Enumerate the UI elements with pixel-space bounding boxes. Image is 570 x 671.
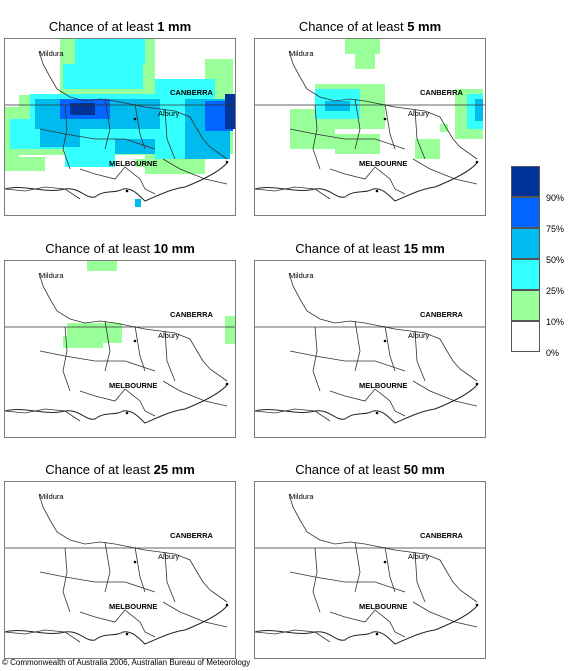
place-mildura: Mildura — [289, 49, 314, 58]
boundaries — [5, 50, 235, 200]
precip-cells — [63, 261, 235, 348]
map-frame: Mildura CANBERRA Albury MELBOURNE — [4, 38, 236, 216]
legend-swatch — [511, 197, 540, 228]
map-frame: Mildura CANBERRA Albury MELBOURNE — [4, 260, 236, 438]
place-albury: Albury — [408, 552, 430, 561]
map-frame: Mildura CANBERRA Albury MELBOURNE — [254, 38, 486, 216]
place-markers: Mildura CANBERRA Albury MELBOURNE — [39, 271, 229, 415]
legend-swatch — [511, 321, 540, 352]
place-melbourne: MELBOURNE — [109, 602, 157, 611]
place-canberra: CANBERRA — [170, 310, 214, 319]
boundaries — [5, 493, 235, 643]
precip-cells — [290, 39, 483, 159]
legend-swatch — [511, 166, 540, 197]
place-mildura: Mildura — [39, 492, 64, 501]
place-markers: Mildura CANBERRA Albury MELBOURNE — [289, 492, 479, 636]
map-frame: Mildura CANBERRA Albury MELBOURNE — [4, 481, 236, 659]
panel-title: Chance of at least 25 mm — [45, 462, 195, 477]
place-albury: Albury — [408, 109, 430, 118]
place-canberra: CANBERRA — [420, 310, 464, 319]
map-svg: Mildura CANBERRA Albury MELBOURNE — [255, 271, 485, 424]
legend-swatch — [511, 259, 540, 290]
legend-swatch — [511, 290, 540, 321]
place-melbourne: MELBOURNE — [359, 159, 407, 168]
place-albury: Albury — [158, 331, 180, 340]
coastline — [5, 162, 228, 202]
place-mildura: Mildura — [39, 271, 64, 280]
precip-cells — [5, 39, 235, 207]
place-albury: Albury — [408, 331, 430, 340]
place-mildura: Mildura — [39, 49, 64, 58]
place-melbourne: MELBOURNE — [109, 381, 157, 390]
coastline — [255, 162, 478, 202]
place-canberra: CANBERRA — [170, 88, 214, 97]
place-albury: Albury — [158, 552, 180, 561]
place-markers: Mildura CANBERRA Albury MELBOURNE — [39, 49, 229, 193]
legend-swatch — [511, 228, 540, 259]
place-albury: Albury — [158, 109, 180, 118]
panel-title: Chance of at least 1 mm — [48, 19, 192, 34]
place-melbourne: MELBOURNE — [109, 159, 157, 168]
coastline — [255, 384, 478, 424]
legend-label: 90% — [546, 193, 565, 203]
map-frame: Mildura CANBERRA Albury MELBOURNE — [254, 481, 486, 659]
legend-label: 10% — [546, 317, 565, 327]
place-markers: Mildura CANBERRA Albury MELBOURNE — [289, 49, 479, 193]
place-canberra: CANBERRA — [420, 88, 464, 97]
legend-label: 50% — [546, 255, 565, 265]
map-frame: Mildura CANBERRA Albury MELBOURNE — [254, 260, 486, 438]
panel-title: Chance of at least 10 mm — [45, 241, 195, 256]
legend-label: 75% — [546, 224, 565, 234]
place-canberra: CANBERRA — [420, 531, 464, 540]
place-mildura: Mildura — [289, 271, 314, 280]
map-svg: Mildura CANBERRA Albury MELBOURNE — [5, 39, 235, 207]
place-mildura: Mildura — [289, 492, 314, 501]
coastline — [5, 384, 228, 424]
map-svg: Mildura CANBERRA Albury MELBOURNE — [255, 39, 485, 202]
map-svg: Mildura CANBERRA Albury MELBOURNE — [5, 492, 235, 645]
boundaries — [5, 272, 235, 422]
panel-title: Chance of at least 50 mm — [295, 462, 445, 477]
coastline — [255, 605, 478, 645]
place-melbourne: MELBOURNE — [359, 381, 407, 390]
panel-title: Chance of at least 5 mm — [298, 19, 442, 34]
panel-title: Chance of at least 15 mm — [295, 241, 445, 256]
place-markers: Mildura CANBERRA Albury MELBOURNE — [39, 492, 229, 636]
boundaries — [255, 50, 485, 200]
legend-label: 25% — [546, 286, 565, 296]
map-svg: Mildura CANBERRA Albury MELBOURNE — [255, 492, 485, 645]
map-svg: Mildura CANBERRA Albury MELBOURNE — [5, 261, 235, 424]
copyright-notice: © Commonwealth of Australia 2006, Austra… — [2, 658, 251, 667]
place-canberra: CANBERRA — [170, 531, 214, 540]
boundaries — [255, 272, 485, 422]
legend-label: 0% — [546, 348, 560, 358]
place-melbourne: MELBOURNE — [359, 602, 407, 611]
boundaries — [255, 493, 485, 643]
place-markers: Mildura CANBERRA Albury MELBOURNE — [289, 271, 479, 415]
coastline — [5, 605, 228, 645]
